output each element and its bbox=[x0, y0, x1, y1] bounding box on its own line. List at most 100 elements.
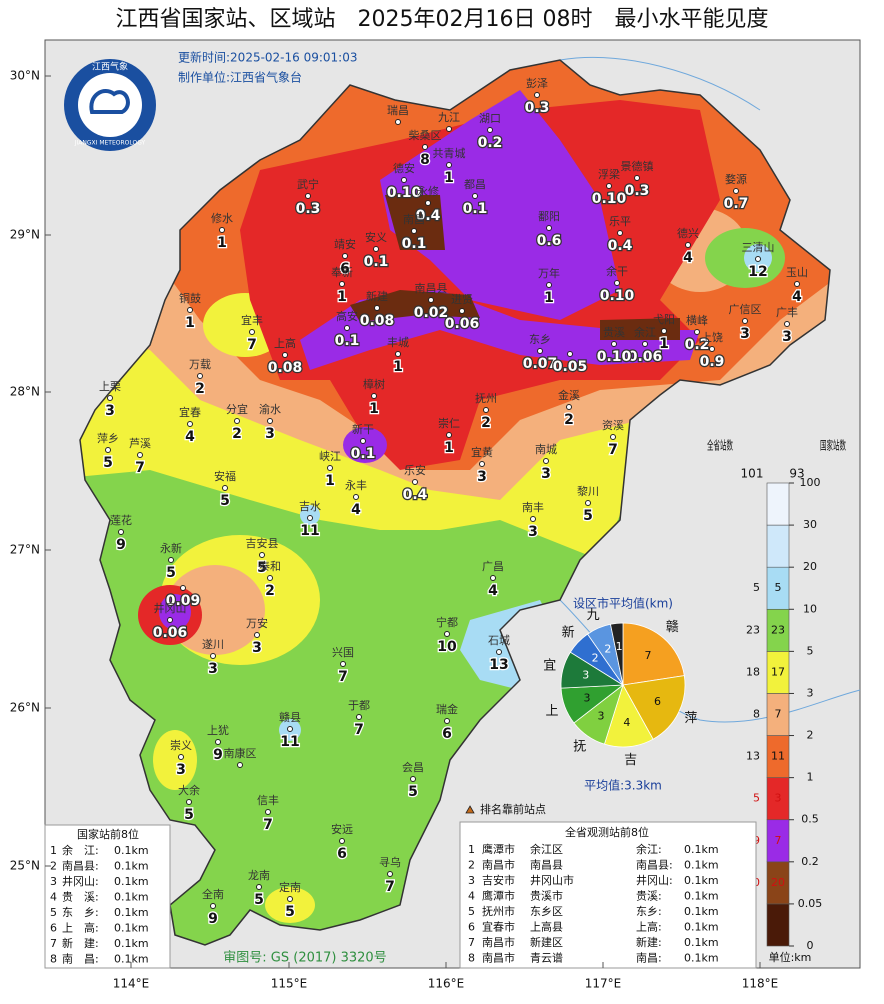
rank-cell: 贵溪: bbox=[636, 890, 662, 903]
station-name: 兴国 bbox=[332, 646, 354, 659]
station-marker bbox=[287, 896, 293, 902]
station-marker bbox=[105, 447, 111, 453]
station-value: 5 bbox=[408, 784, 418, 800]
legend-count: 18 bbox=[746, 665, 760, 678]
legend-tick-label: 2 bbox=[807, 729, 814, 742]
station-marker bbox=[344, 325, 350, 331]
station-value: 3 bbox=[176, 762, 186, 778]
station-marker bbox=[267, 575, 273, 581]
station-marker bbox=[472, 193, 478, 199]
rank-cell: 7 bbox=[468, 936, 475, 949]
station-marker bbox=[444, 631, 450, 637]
station-marker bbox=[566, 404, 572, 410]
station-name: 贵溪 bbox=[603, 326, 625, 339]
station-name: 定南 bbox=[279, 880, 301, 894]
station-marker bbox=[755, 256, 761, 262]
station-marker bbox=[530, 516, 536, 522]
station-marker bbox=[197, 373, 203, 379]
pie-slice bbox=[610, 622, 624, 686]
logo-cloud bbox=[89, 89, 130, 114]
station-name: 修水 bbox=[211, 211, 233, 225]
station-name: 新建 bbox=[366, 289, 388, 303]
station-value: 7 bbox=[608, 442, 618, 458]
station-marker bbox=[685, 242, 691, 248]
rank-cell: 南昌: bbox=[636, 952, 662, 965]
legend-count: 20 bbox=[771, 876, 785, 889]
station-name: 樟树 bbox=[363, 377, 385, 391]
area-purple bbox=[343, 427, 387, 463]
rank-box bbox=[459, 821, 757, 969]
station-value: 0.06 bbox=[628, 349, 663, 365]
station-value: 0.3 bbox=[525, 100, 550, 116]
pie-value: 1 bbox=[616, 640, 623, 653]
station-name: 上犹 bbox=[207, 724, 229, 737]
station-marker bbox=[410, 776, 416, 782]
station-marker bbox=[282, 352, 288, 358]
station-marker bbox=[537, 348, 543, 354]
station-marker bbox=[187, 307, 193, 313]
station-name: 分宜 bbox=[226, 402, 248, 416]
rank-cell: 4 bbox=[50, 891, 57, 904]
station-value: 2 bbox=[564, 412, 574, 428]
station-marker bbox=[634, 175, 640, 181]
lat-label: 25°N bbox=[10, 859, 40, 873]
station-name: 德兴 bbox=[677, 226, 699, 240]
station-name: 峡江 bbox=[319, 449, 341, 463]
station-value: 0.05 bbox=[553, 359, 588, 375]
station-marker bbox=[567, 351, 573, 357]
station-name: 会昌 bbox=[402, 761, 424, 774]
station-name: 鄱阳 bbox=[538, 210, 560, 223]
legend-total: 101 bbox=[741, 467, 764, 481]
station-name: 遂川 bbox=[202, 637, 224, 651]
logo: 江西气象 JIANGXI METEOROLOGY bbox=[64, 59, 156, 151]
station-marker bbox=[373, 246, 379, 252]
station-value: 7 bbox=[354, 722, 364, 738]
station-marker bbox=[287, 726, 293, 732]
rank-cell: 0.1km bbox=[684, 952, 719, 965]
legend-count: 7 bbox=[775, 708, 782, 721]
rank-cell: 东乡区 bbox=[530, 905, 563, 918]
rank-cell: 4 bbox=[468, 890, 475, 903]
station-value: 0.3 bbox=[625, 183, 650, 199]
station-value: 0.4 bbox=[403, 487, 428, 503]
station-marker bbox=[107, 395, 113, 401]
station-name: 吉安县 bbox=[246, 536, 279, 550]
legend-tick-label: 0.05 bbox=[798, 897, 823, 910]
station-value: 9 bbox=[208, 911, 218, 927]
rank-box bbox=[44, 824, 171, 969]
station-name: 广丰 bbox=[776, 306, 798, 319]
station-marker bbox=[422, 144, 428, 150]
station-name: 永丰 bbox=[345, 478, 367, 492]
legend-swatch bbox=[766, 482, 790, 526]
station-name: 进贤 bbox=[451, 293, 473, 306]
station-value: 7 bbox=[263, 817, 273, 833]
rank-cell: 南昌市 bbox=[482, 858, 515, 872]
rank-cell: 0.1km bbox=[114, 937, 149, 950]
station-marker bbox=[374, 305, 380, 311]
rank-title: 全省观测站前8位 bbox=[565, 825, 649, 839]
station-marker bbox=[222, 485, 228, 491]
logo-name: 江西气象 bbox=[92, 61, 128, 73]
rank-cell: 井冈山: bbox=[62, 874, 99, 888]
legend-tick-label: 30 bbox=[803, 518, 817, 531]
station-name: 渝水 bbox=[259, 402, 281, 416]
marker-note: 排名靠前站点 bbox=[480, 802, 546, 816]
station-value: 5 bbox=[220, 493, 230, 509]
station-marker bbox=[256, 884, 262, 890]
station-value: 3 bbox=[782, 329, 792, 345]
legend-tick-label: 100 bbox=[800, 476, 821, 489]
station-marker bbox=[534, 92, 540, 98]
rank-cell: 南昌县: bbox=[636, 859, 673, 872]
station-marker bbox=[395, 119, 401, 125]
station-marker bbox=[546, 282, 552, 288]
station-marker bbox=[479, 461, 485, 467]
legend-count: 8 bbox=[753, 708, 760, 721]
station-marker bbox=[267, 418, 273, 424]
station-marker bbox=[446, 432, 452, 438]
station-marker bbox=[543, 458, 549, 464]
station-value: 0.10 bbox=[592, 191, 627, 207]
rank-cell: 0.1km bbox=[684, 905, 719, 918]
station-marker bbox=[254, 632, 260, 638]
rank-cell: 1 bbox=[468, 843, 475, 856]
station-name: 黎川 bbox=[577, 484, 599, 498]
